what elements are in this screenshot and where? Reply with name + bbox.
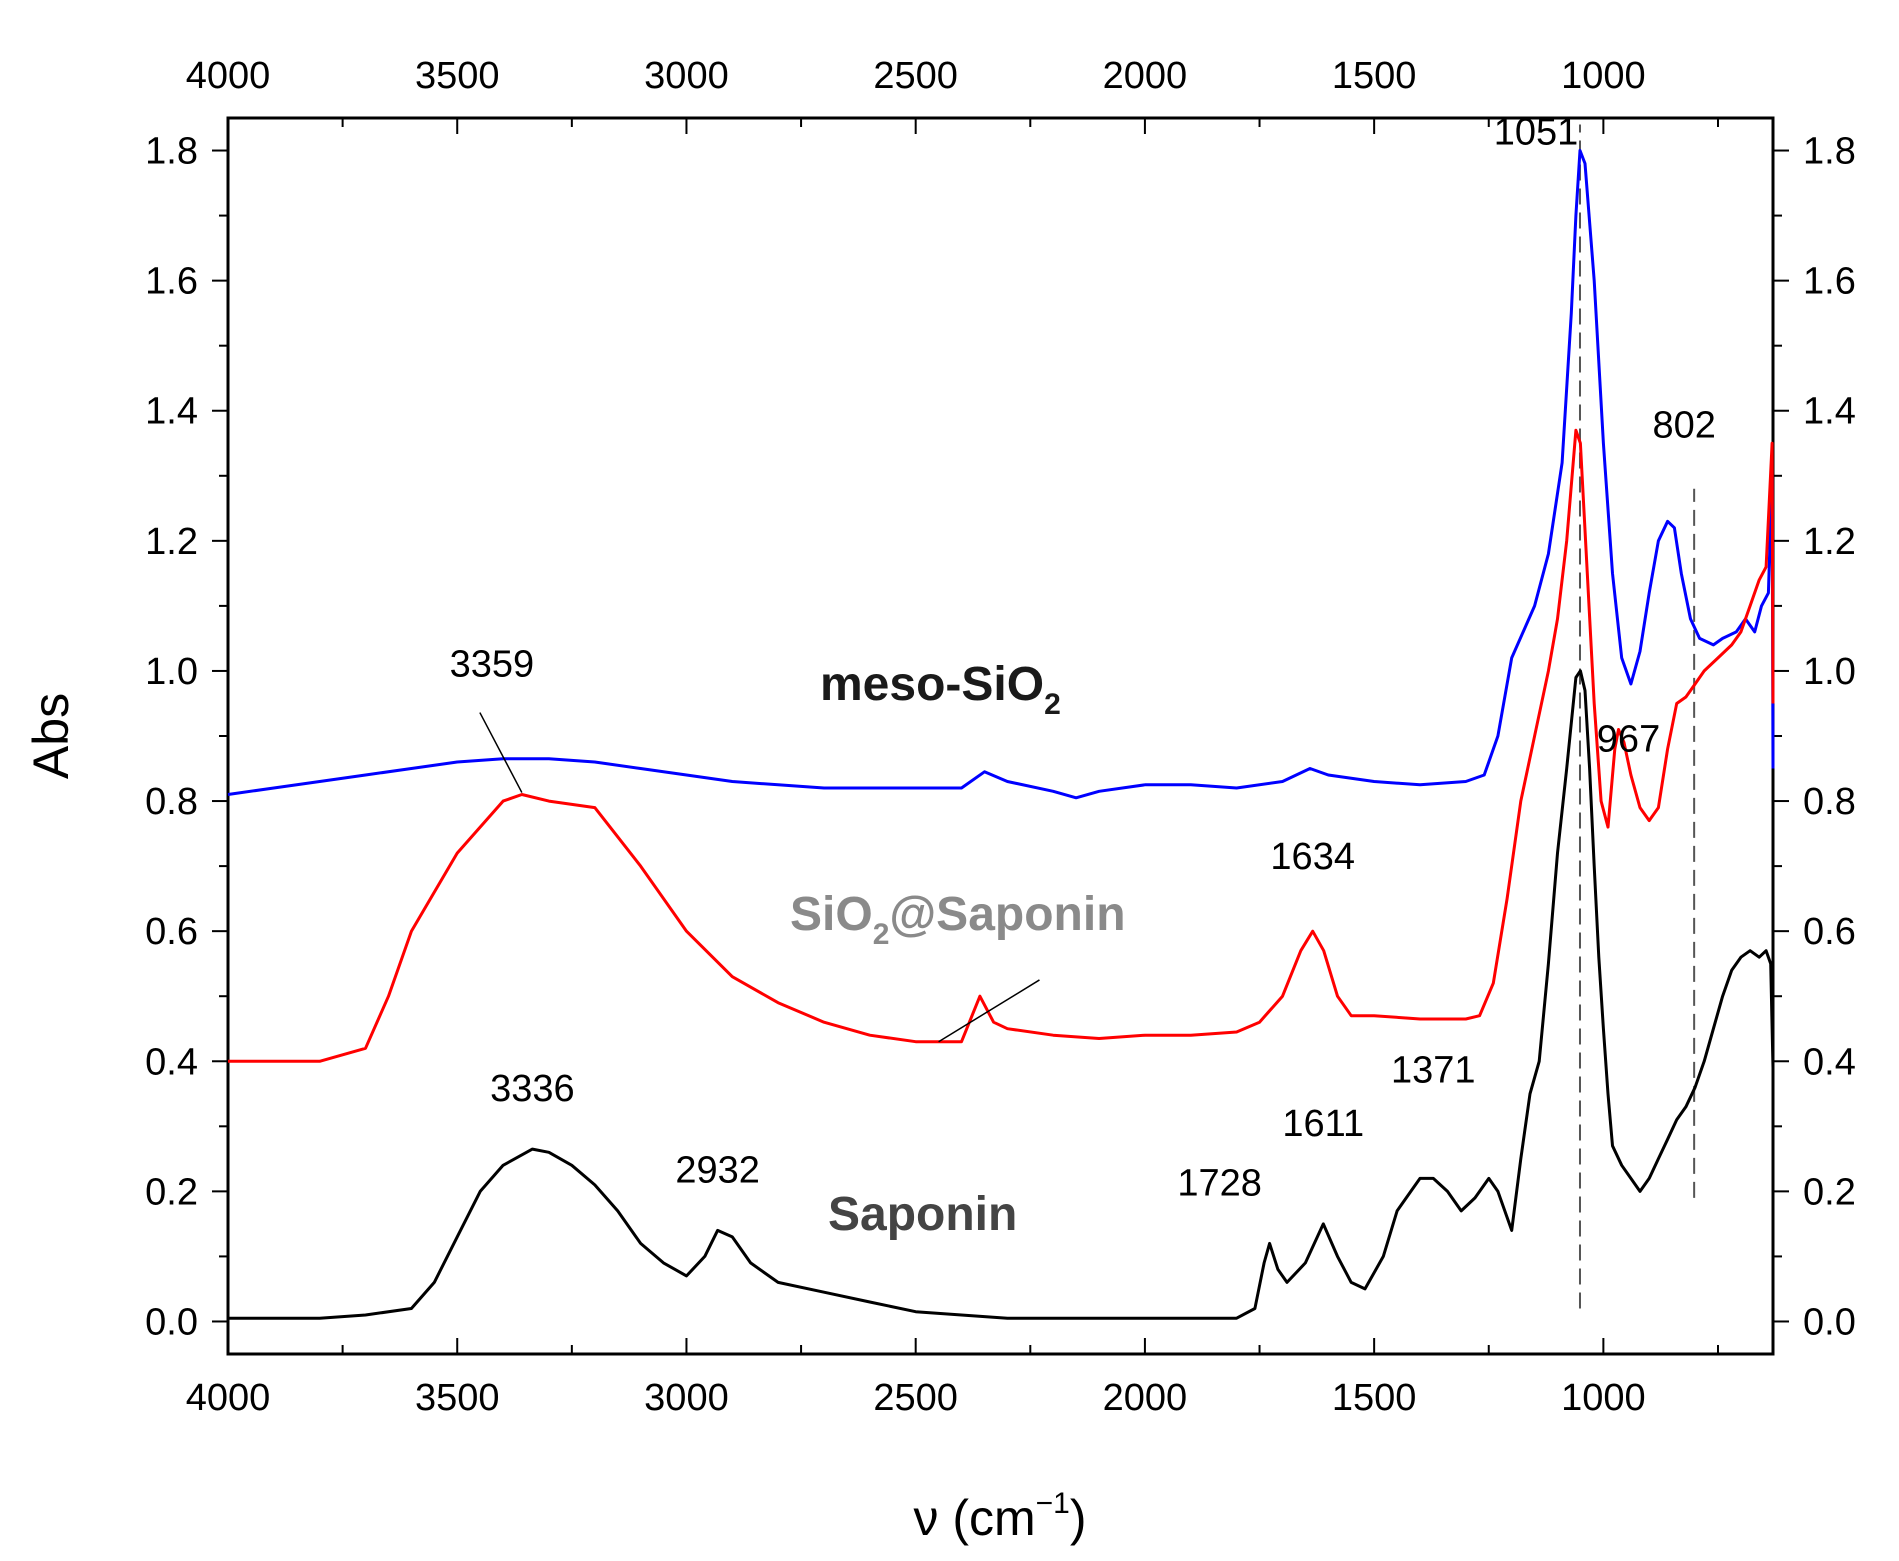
series-line-meso-sio2 <box>227 149 1775 800</box>
y-tick-label-left: 1.4 <box>145 391 198 433</box>
plot-frame <box>226 116 1775 1356</box>
y-tick-label-left: 1.6 <box>145 261 198 303</box>
x-tick-label-top: 3000 <box>644 55 729 97</box>
annotations-layer: 3359 3336 2932 1728 1611 1371 1634 1051 967 802 <box>450 112 1716 1205</box>
series-label-main: Saponin <box>828 1188 1017 1241</box>
y-tick-label-left: 0.2 <box>145 1171 198 1213</box>
ticks-layer: 4000 4000 3500 3500 3000 3000 2500 2500 2000 2000… <box>145 55 1856 1419</box>
y-tick-label-left: 0.0 <box>145 1301 198 1343</box>
x-axis-title-close: ) <box>1070 1490 1087 1546</box>
x-tick-label-top: 2500 <box>873 55 958 97</box>
x-tick-label-top: 4000 <box>186 55 271 97</box>
annotation-leader-line <box>938 979 1040 1043</box>
peak-annotation: 802 <box>1652 404 1715 446</box>
y-tick-label-left: 1.8 <box>145 131 198 173</box>
series-label-main: SiO <box>790 888 873 941</box>
series-label-subscript: 2 <box>873 918 890 951</box>
y-axis-title: Abs <box>23 693 79 779</box>
y-tick-label-left: 1.0 <box>145 651 198 693</box>
reference-lines <box>1578 124 1696 1309</box>
peak-annotation: 1611 <box>1282 1103 1364 1145</box>
x-tick-label-bottom: 1500 <box>1332 1377 1417 1419</box>
x-tick-label-top: 3500 <box>415 55 500 97</box>
x-tick-label-top: 1500 <box>1332 55 1417 97</box>
series-label-meso-sio2: meso-SiO2 <box>820 658 1061 721</box>
x-tick-label-bottom: 3500 <box>415 1377 500 1419</box>
series-label-subscript: 2 <box>1044 688 1061 721</box>
peak-annotation: 1728 <box>1177 1162 1262 1204</box>
y-tick-label-left: 0.6 <box>145 911 198 953</box>
peak-annotation: 3359 <box>450 644 535 686</box>
y-tick-label-left: 0.8 <box>145 781 198 823</box>
series-label-main: meso-SiO <box>820 658 1044 711</box>
y-tick-label-right: 0.8 <box>1803 781 1856 823</box>
y-tick-label-right: 1.2 <box>1803 521 1856 563</box>
series-label-suffix: @Saponin <box>889 888 1125 941</box>
x-axis-title: ν (cm−1) <box>913 1487 1086 1546</box>
x-tick-label-bottom: 3000 <box>644 1377 729 1419</box>
series-line-saponin <box>228 669 1775 1320</box>
x-tick-label-top: 2000 <box>1103 55 1188 97</box>
x-tick-label-bottom: 4000 <box>186 1377 271 1419</box>
x-axis-title-sup: −1 <box>1036 1487 1070 1520</box>
y-tick-label-right: 0.2 <box>1803 1171 1856 1213</box>
y-tick-label-right: 0.0 <box>1803 1301 1856 1343</box>
series-label-sio2-saponin: SiO2@Saponin <box>790 888 1126 951</box>
y-tick-label-right: 1.4 <box>1803 391 1856 433</box>
peak-annotation: 1634 <box>1270 836 1355 878</box>
series-layer <box>227 149 1775 1320</box>
annotation-leader-line <box>479 712 523 793</box>
series-label-saponin: Saponin <box>828 1188 1017 1241</box>
x-tick-label-bottom: 1000 <box>1561 1377 1646 1419</box>
y-tick-label-left: 0.4 <box>145 1041 198 1083</box>
x-tick-label-bottom: 2000 <box>1103 1377 1188 1419</box>
peak-annotation: 2932 <box>675 1149 760 1191</box>
peak-annotation: 967 <box>1597 718 1660 760</box>
y-tick-label-right: 1.8 <box>1803 131 1856 173</box>
x-tick-label-bottom: 2500 <box>873 1377 958 1419</box>
x-tick-label-top: 1000 <box>1561 55 1646 97</box>
y-tick-label-right: 1.6 <box>1803 261 1856 303</box>
peak-annotation: 3336 <box>490 1068 575 1110</box>
series-line-sio2-saponin <box>228 428 1775 1063</box>
y-tick-label-right: 0.6 <box>1803 911 1856 953</box>
y-tick-label-right: 0.4 <box>1803 1041 1856 1083</box>
x-axis-title-main: ν (cm <box>913 1490 1035 1546</box>
peak-annotation: 1371 <box>1391 1049 1476 1091</box>
y-tick-label-right: 1.0 <box>1803 651 1856 693</box>
peak-annotation: 1051 <box>1494 112 1579 154</box>
y-tick-label-left: 1.2 <box>145 521 198 563</box>
